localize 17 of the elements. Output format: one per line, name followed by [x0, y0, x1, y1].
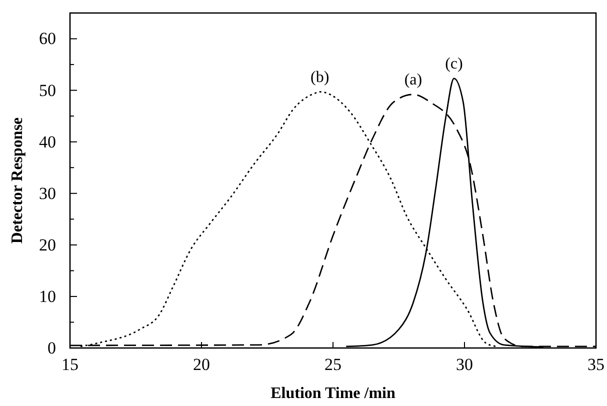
annotation: (a) — [404, 71, 422, 88]
x-axis-title: Elution Time /min — [270, 385, 396, 402]
y-tick-label: 40 — [39, 132, 56, 152]
y-axis-title: Detector Response — [9, 117, 26, 244]
y-tick-label: 50 — [39, 80, 56, 100]
x-tick-label: 15 — [62, 355, 78, 374]
annotation: (c) — [445, 55, 463, 72]
y-tick-label: 20 — [39, 235, 56, 254]
y-tick-label: 10 — [39, 286, 56, 306]
x-tick-label: 30 — [456, 355, 473, 374]
y-tick-label: 30 — [39, 184, 56, 203]
annotation: (b) — [310, 68, 330, 86]
x-tick-label: 25 — [324, 355, 342, 374]
y-tick-label: 60 — [39, 29, 56, 48]
y-tick-label: 0 — [48, 338, 56, 358]
x-tick-label: 35 — [588, 355, 604, 374]
x-tick-label: 20 — [193, 355, 210, 374]
